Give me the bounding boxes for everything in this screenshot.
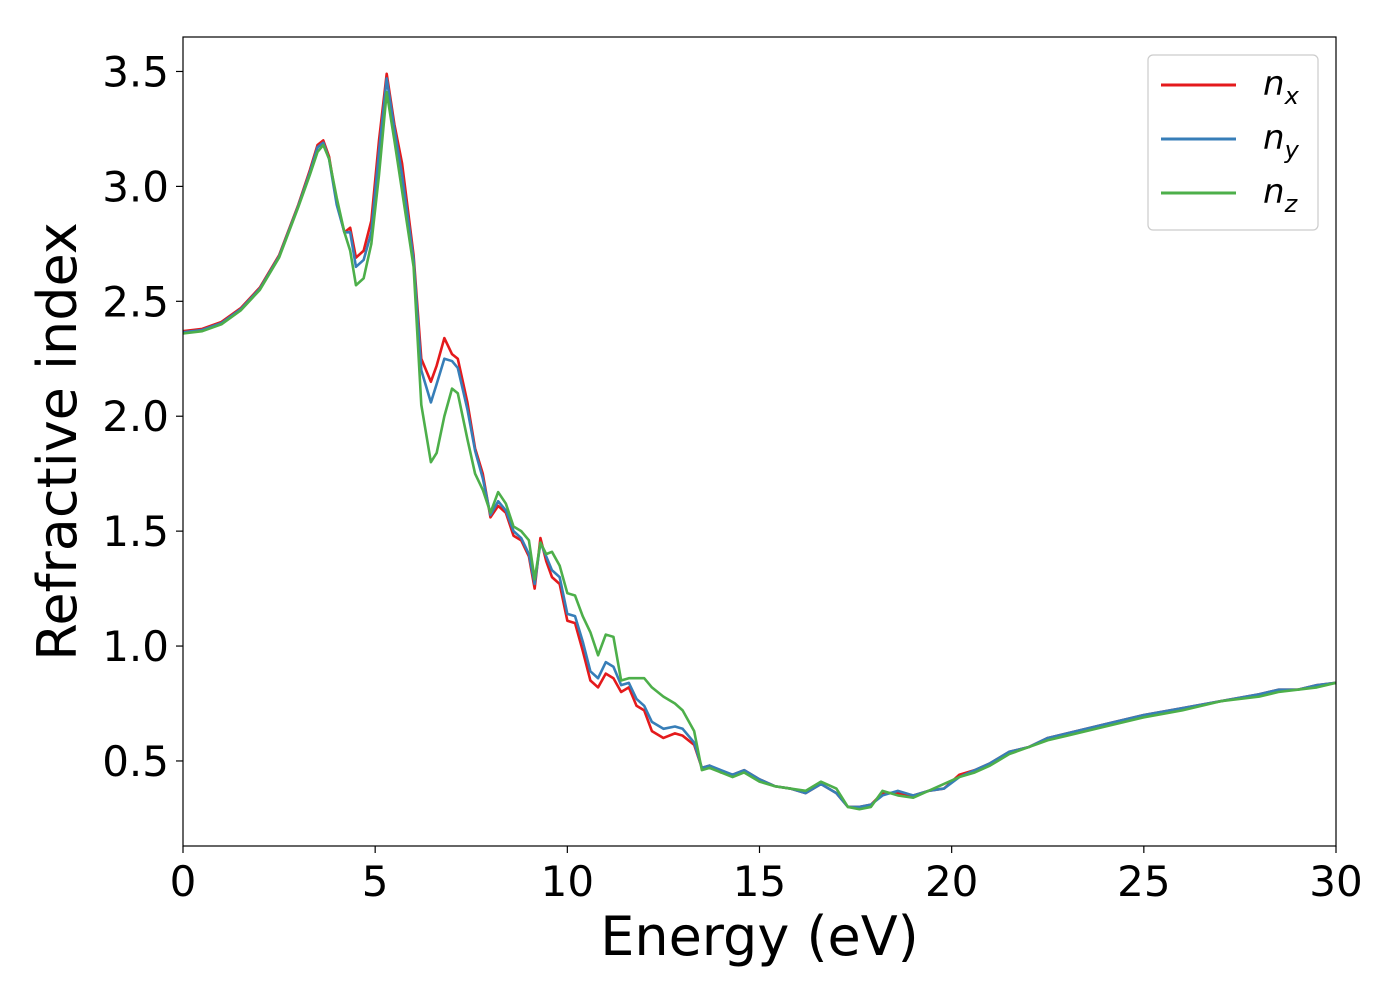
y-axis-label: Refractive index <box>26 222 89 661</box>
y-tick-label: 0.5 <box>102 737 169 786</box>
legend-label-z: nz <box>1263 172 1299 218</box>
legend: nx ny nz <box>1147 54 1319 231</box>
x-tick-label: 25 <box>1117 857 1170 906</box>
y-tick-label: 2.5 <box>102 277 169 326</box>
x-tick-label: 0 <box>170 857 197 906</box>
y-tick-label: 3.5 <box>102 47 169 96</box>
legend-box <box>1147 54 1319 231</box>
legend-label-y: ny <box>1263 118 1300 164</box>
y-tick-label: 2.0 <box>102 392 169 441</box>
y-tick-label: 1.0 <box>102 622 169 671</box>
x-axis-ticks: 0 5 10 15 20 25 30 <box>170 846 1363 906</box>
x-tick-label: 20 <box>925 857 978 906</box>
x-tick-label: 30 <box>1309 857 1362 906</box>
y-tick-label: 3.0 <box>102 162 169 211</box>
x-tick-label: 5 <box>362 857 389 906</box>
series-line-z <box>182 90 1337 811</box>
series-layer <box>182 72 1337 811</box>
legend-label-x: nx <box>1263 64 1300 110</box>
y-axis-ticks: 0.5 1.0 1.5 2.0 2.5 3.0 3.5 <box>102 47 183 786</box>
x-tick-label: 15 <box>733 857 786 906</box>
y-tick-label: 1.5 <box>102 507 169 556</box>
x-axis-label: Energy (eV) <box>600 905 919 968</box>
series-line-y <box>182 77 1337 809</box>
x-tick-label: 10 <box>541 857 594 906</box>
